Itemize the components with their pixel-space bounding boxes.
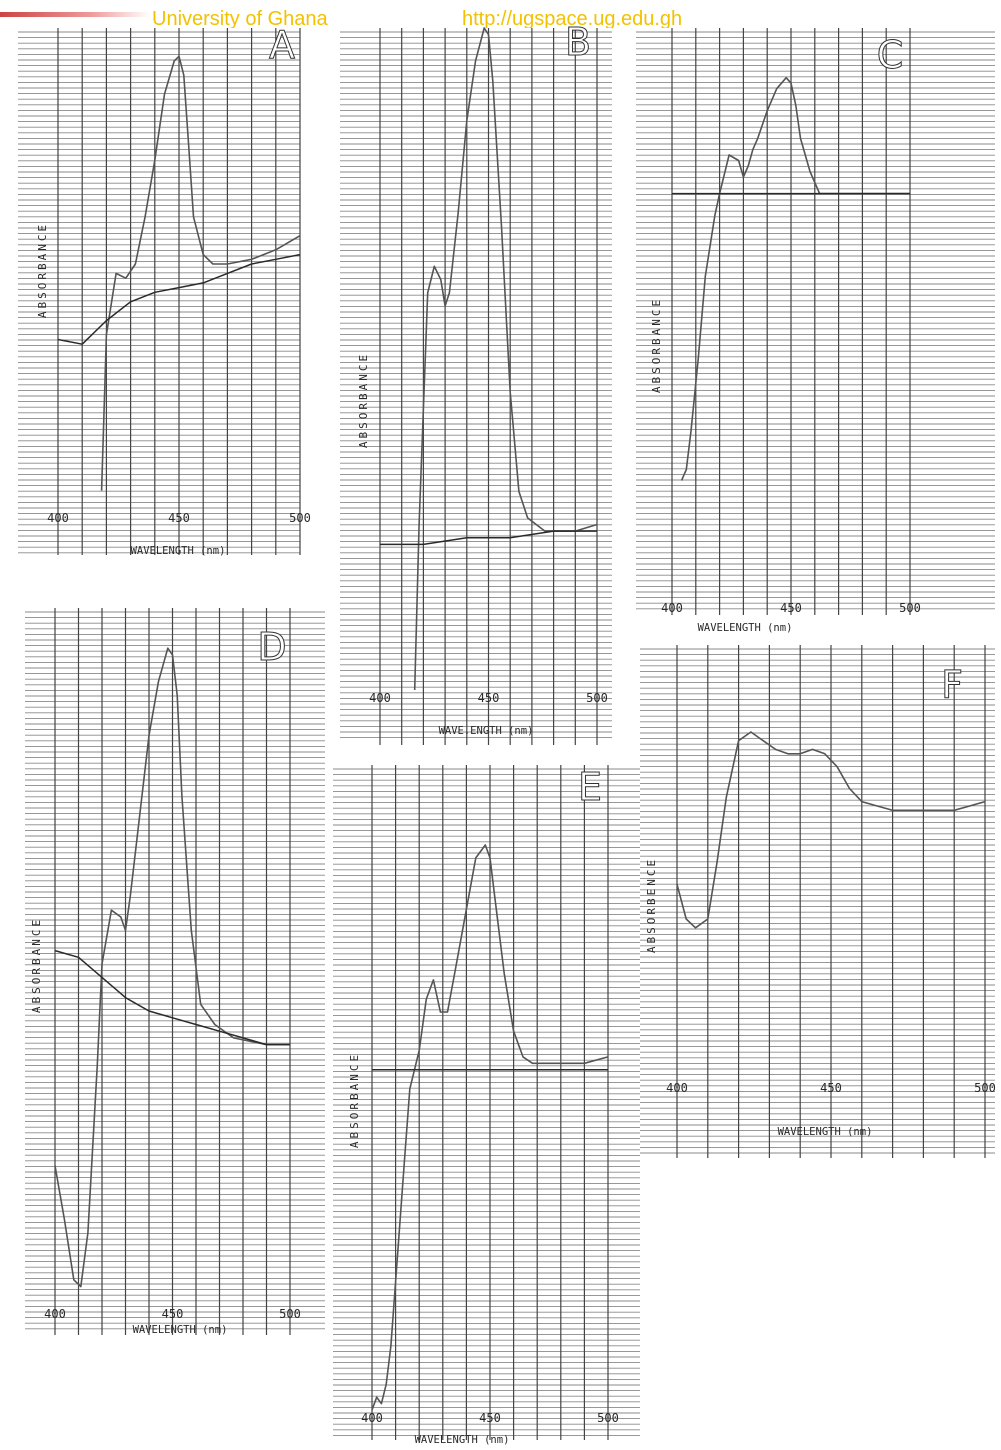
tick-label-c-400: 400 (661, 601, 683, 615)
tick-label-c-450: 450 (780, 601, 802, 615)
y-axis-label-d: ABSORBANCE (30, 917, 43, 1013)
panel-letter-b: B (565, 20, 591, 64)
chart-panel-d: 400 450 500 WAVELENGTH (nm) ABSORBANCE D (25, 608, 325, 1336)
watermark: University of Ghana http://ugspace.ug.ed… (0, 8, 1001, 36)
y-axis-label-e: ABSORBANCE (348, 1052, 361, 1148)
chart-sheet-d (25, 608, 325, 1335)
series-line-f-1 (676, 731, 986, 929)
tick-label-f-500: 500 (974, 1081, 996, 1095)
tick-label-b-400: 400 (369, 691, 391, 705)
x-axis-label-a: WAVELENGTH (nm) (131, 545, 226, 557)
panel-letter-d: D (257, 625, 286, 669)
x-axis-label-b: WAVE.ENGTH (nm) (439, 725, 534, 737)
watermark-url: http://ugspace.ug.edu.gh (462, 8, 683, 30)
grid-lines-vertical-e (371, 765, 609, 1440)
tick-label-e-500: 500 (597, 1411, 619, 1425)
chart-panel-e: 400 450 500 WAVELENGTH (nm) ABSORBANCE E (333, 765, 640, 1446)
tick-label-b-450: 450 (478, 691, 500, 705)
chart-sheet-e (333, 765, 640, 1440)
tick-label-b-500: 500 (586, 691, 608, 705)
x-axis-label-d: WAVELENGTH (nm) (133, 1324, 228, 1336)
tick-label-a-400: 400 (47, 511, 69, 525)
chart-panel-c: 400 450 500 WAVELENGTH (nm) ABSORBANCE C (636, 28, 995, 634)
tick-label-d-450: 450 (162, 1307, 184, 1321)
grid-lines-vertical-a (57, 28, 301, 555)
grid-lines-horizontal-f (640, 648, 995, 1154)
chart-panel-a: 400 450 500 WAVELENGTH (nm) ABSORBANCE A (18, 23, 311, 557)
panel-letter-c: C (877, 33, 904, 77)
series-line-b-1 (413, 27, 598, 691)
watermark-institution: University of Ghana (152, 8, 328, 30)
grid-lines-vertical-f (676, 645, 986, 1158)
tick-label-e-400: 400 (361, 1411, 383, 1425)
tick-label-d-400: 400 (44, 1307, 66, 1321)
tick-label-e-450: 450 (479, 1411, 501, 1425)
x-axis-label-f: WAVELENGTH (nm) (778, 1126, 873, 1138)
panel-letter-f: F (941, 663, 963, 707)
chart-sheet-f (640, 645, 995, 1158)
tick-label-d-500: 500 (279, 1307, 301, 1321)
series-line-b-2 (380, 530, 597, 546)
grid-lines-vertical-b (379, 28, 598, 745)
panel-letter-a: A (269, 23, 295, 67)
series-line-a-1 (100, 55, 301, 491)
grid-lines-horizontal-a (18, 31, 300, 554)
grid-lines-vertical-c (671, 28, 911, 615)
red-marker-strip (0, 12, 150, 17)
y-axis-label-a: ABSORBANCE (36, 222, 49, 318)
tick-label-a-450: 450 (168, 511, 190, 525)
y-axis-label-c: ABSORBANCE (650, 297, 663, 393)
x-axis-label-c: WAVELENGTH (nm) (698, 622, 793, 634)
series-line-e-1 (371, 844, 609, 1411)
chart-sheet-b (340, 28, 612, 745)
series-line-d-1 (54, 647, 290, 1288)
series-line-a-2 (57, 253, 301, 345)
tick-label-c-500: 500 (899, 601, 921, 615)
chart-panel-b: 400 450 500 WAVE.ENGTH (nm) ABSORBANCE B (340, 20, 612, 745)
x-axis-label-e: WAVELENGTH (nm) (415, 1434, 510, 1446)
series-line-d-2 (54, 949, 290, 1046)
grid-lines-horizontal-e (333, 768, 640, 1436)
y-axis-label-b: ABSORBANCE (357, 352, 370, 448)
tick-label-f-400: 400 (666, 1081, 688, 1095)
tick-label-a-500: 500 (289, 511, 311, 525)
chart-panel-f: 400 450 500 WAVELENGTH (nm) ABSORBENCE F (640, 645, 996, 1158)
panel-letter-e: E (578, 765, 602, 809)
grid-lines-horizontal-d (25, 611, 325, 1330)
y-axis-label-f: ABSORBENCE (645, 857, 658, 953)
tick-label-f-450: 450 (820, 1081, 842, 1095)
